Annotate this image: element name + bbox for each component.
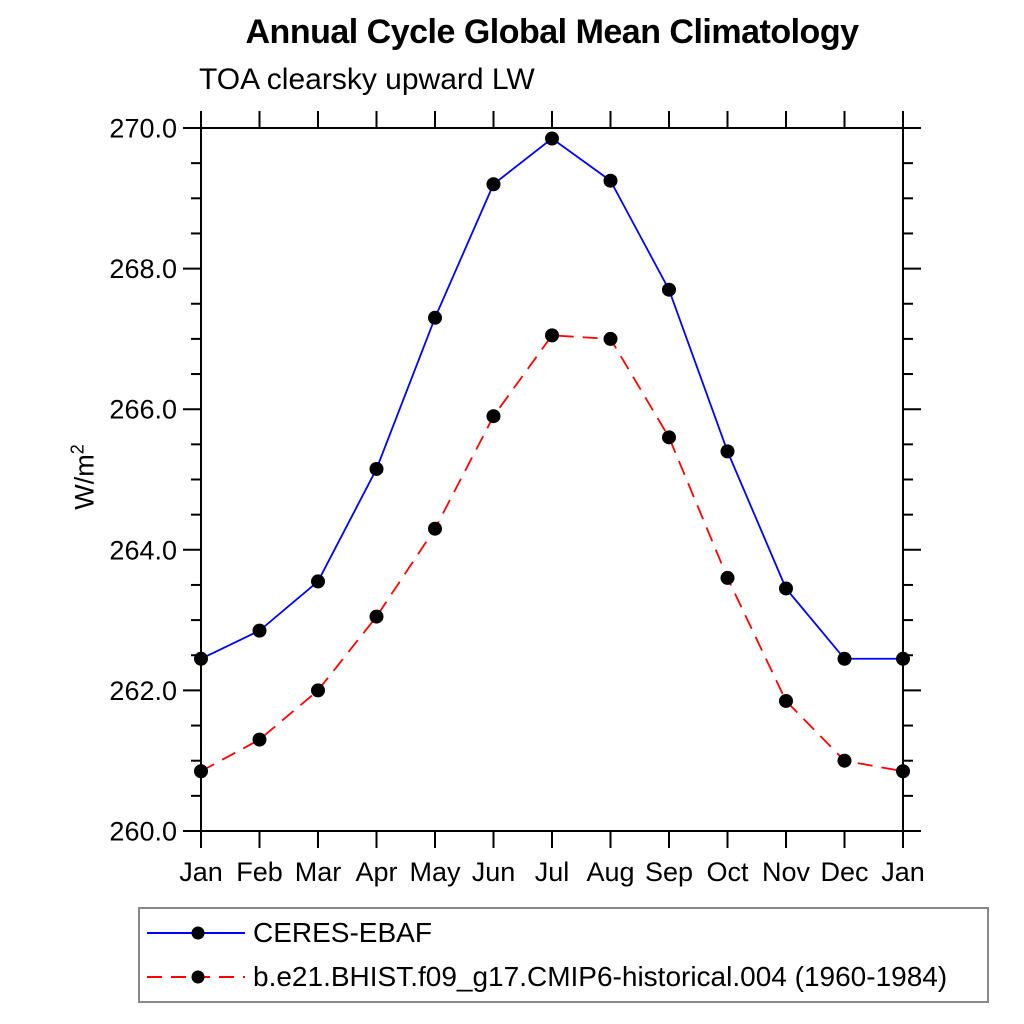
data-point-marker xyxy=(194,764,208,779)
data-point-marker xyxy=(486,409,501,424)
series-line-0 xyxy=(200,137,903,660)
data-point-marker xyxy=(545,131,559,146)
data-point-marker xyxy=(662,430,676,445)
data-point-marker xyxy=(369,609,384,624)
data-point-marker xyxy=(720,444,735,459)
x-tick-label: Nov xyxy=(762,857,811,887)
x-tick-label: Sep xyxy=(645,857,693,887)
data-point-marker xyxy=(837,753,852,768)
series-line-1 xyxy=(200,334,904,773)
data-point-marker xyxy=(369,461,384,476)
x-tick-label: Feb xyxy=(236,857,283,887)
x-tick-label: Aug xyxy=(586,857,634,887)
data-point-marker xyxy=(603,173,618,188)
data-point-marker xyxy=(545,328,559,343)
legend-item: CERES-EBAF xyxy=(143,913,987,953)
y-tick-label: 270.0 xyxy=(109,114,177,144)
x-tick-label: Dec xyxy=(820,857,868,887)
x-tick-label: Jan xyxy=(881,857,925,887)
x-tick-label: May xyxy=(409,857,461,887)
legend-label: b.e21.BHIST.f09_g17.CMIP6-historical.004… xyxy=(253,961,948,992)
y-tick-label: 268.0 xyxy=(109,254,177,284)
x-tick-label: Oct xyxy=(706,857,749,887)
legend-marker-icon xyxy=(191,926,205,940)
data-point-marker xyxy=(486,177,501,192)
data-point-marker xyxy=(311,683,325,698)
legend-line-sample xyxy=(147,970,245,984)
data-point-marker xyxy=(252,623,267,638)
data-point-marker xyxy=(779,693,793,708)
data-point-marker xyxy=(311,574,325,589)
legend-label: CERES-EBAF xyxy=(253,917,432,948)
plot-frame xyxy=(200,127,904,832)
x-tick-label: Jul xyxy=(535,857,570,887)
data-point-marker xyxy=(720,570,735,585)
legend-marker-icon xyxy=(191,970,205,984)
y-tick-label: 266.0 xyxy=(109,395,177,425)
y-tick-label: 262.0 xyxy=(109,676,177,706)
x-tick-label: Jun xyxy=(472,857,516,887)
chart-subtitle: TOA clearsky upward LW xyxy=(199,63,535,96)
legend-item: b.e21.BHIST.f09_g17.CMIP6-historical.004… xyxy=(143,957,987,997)
x-tick-label: Apr xyxy=(355,857,397,887)
data-point-marker xyxy=(428,521,442,536)
data-point-marker xyxy=(779,581,793,596)
chart-title: Annual Cycle Global Mean Climatology xyxy=(245,13,860,51)
data-point-marker xyxy=(603,331,618,346)
x-tick-label: Jan xyxy=(179,857,223,887)
data-point-marker xyxy=(252,732,267,747)
x-tick-label: Mar xyxy=(295,857,342,887)
data-point-marker xyxy=(896,651,910,666)
legend-line-sample xyxy=(147,926,245,940)
data-point-marker xyxy=(837,651,852,666)
data-point-marker xyxy=(896,764,910,779)
legend-box: CERES-EBAF b.e21.BHIST.f09_g17.CMIP6-hist… xyxy=(138,907,989,1003)
data-point-marker xyxy=(194,651,208,666)
y-tick-label: 264.0 xyxy=(109,535,177,565)
data-point-marker xyxy=(662,282,676,297)
y-tick-label: 260.0 xyxy=(109,817,177,847)
data-point-marker xyxy=(428,310,442,325)
